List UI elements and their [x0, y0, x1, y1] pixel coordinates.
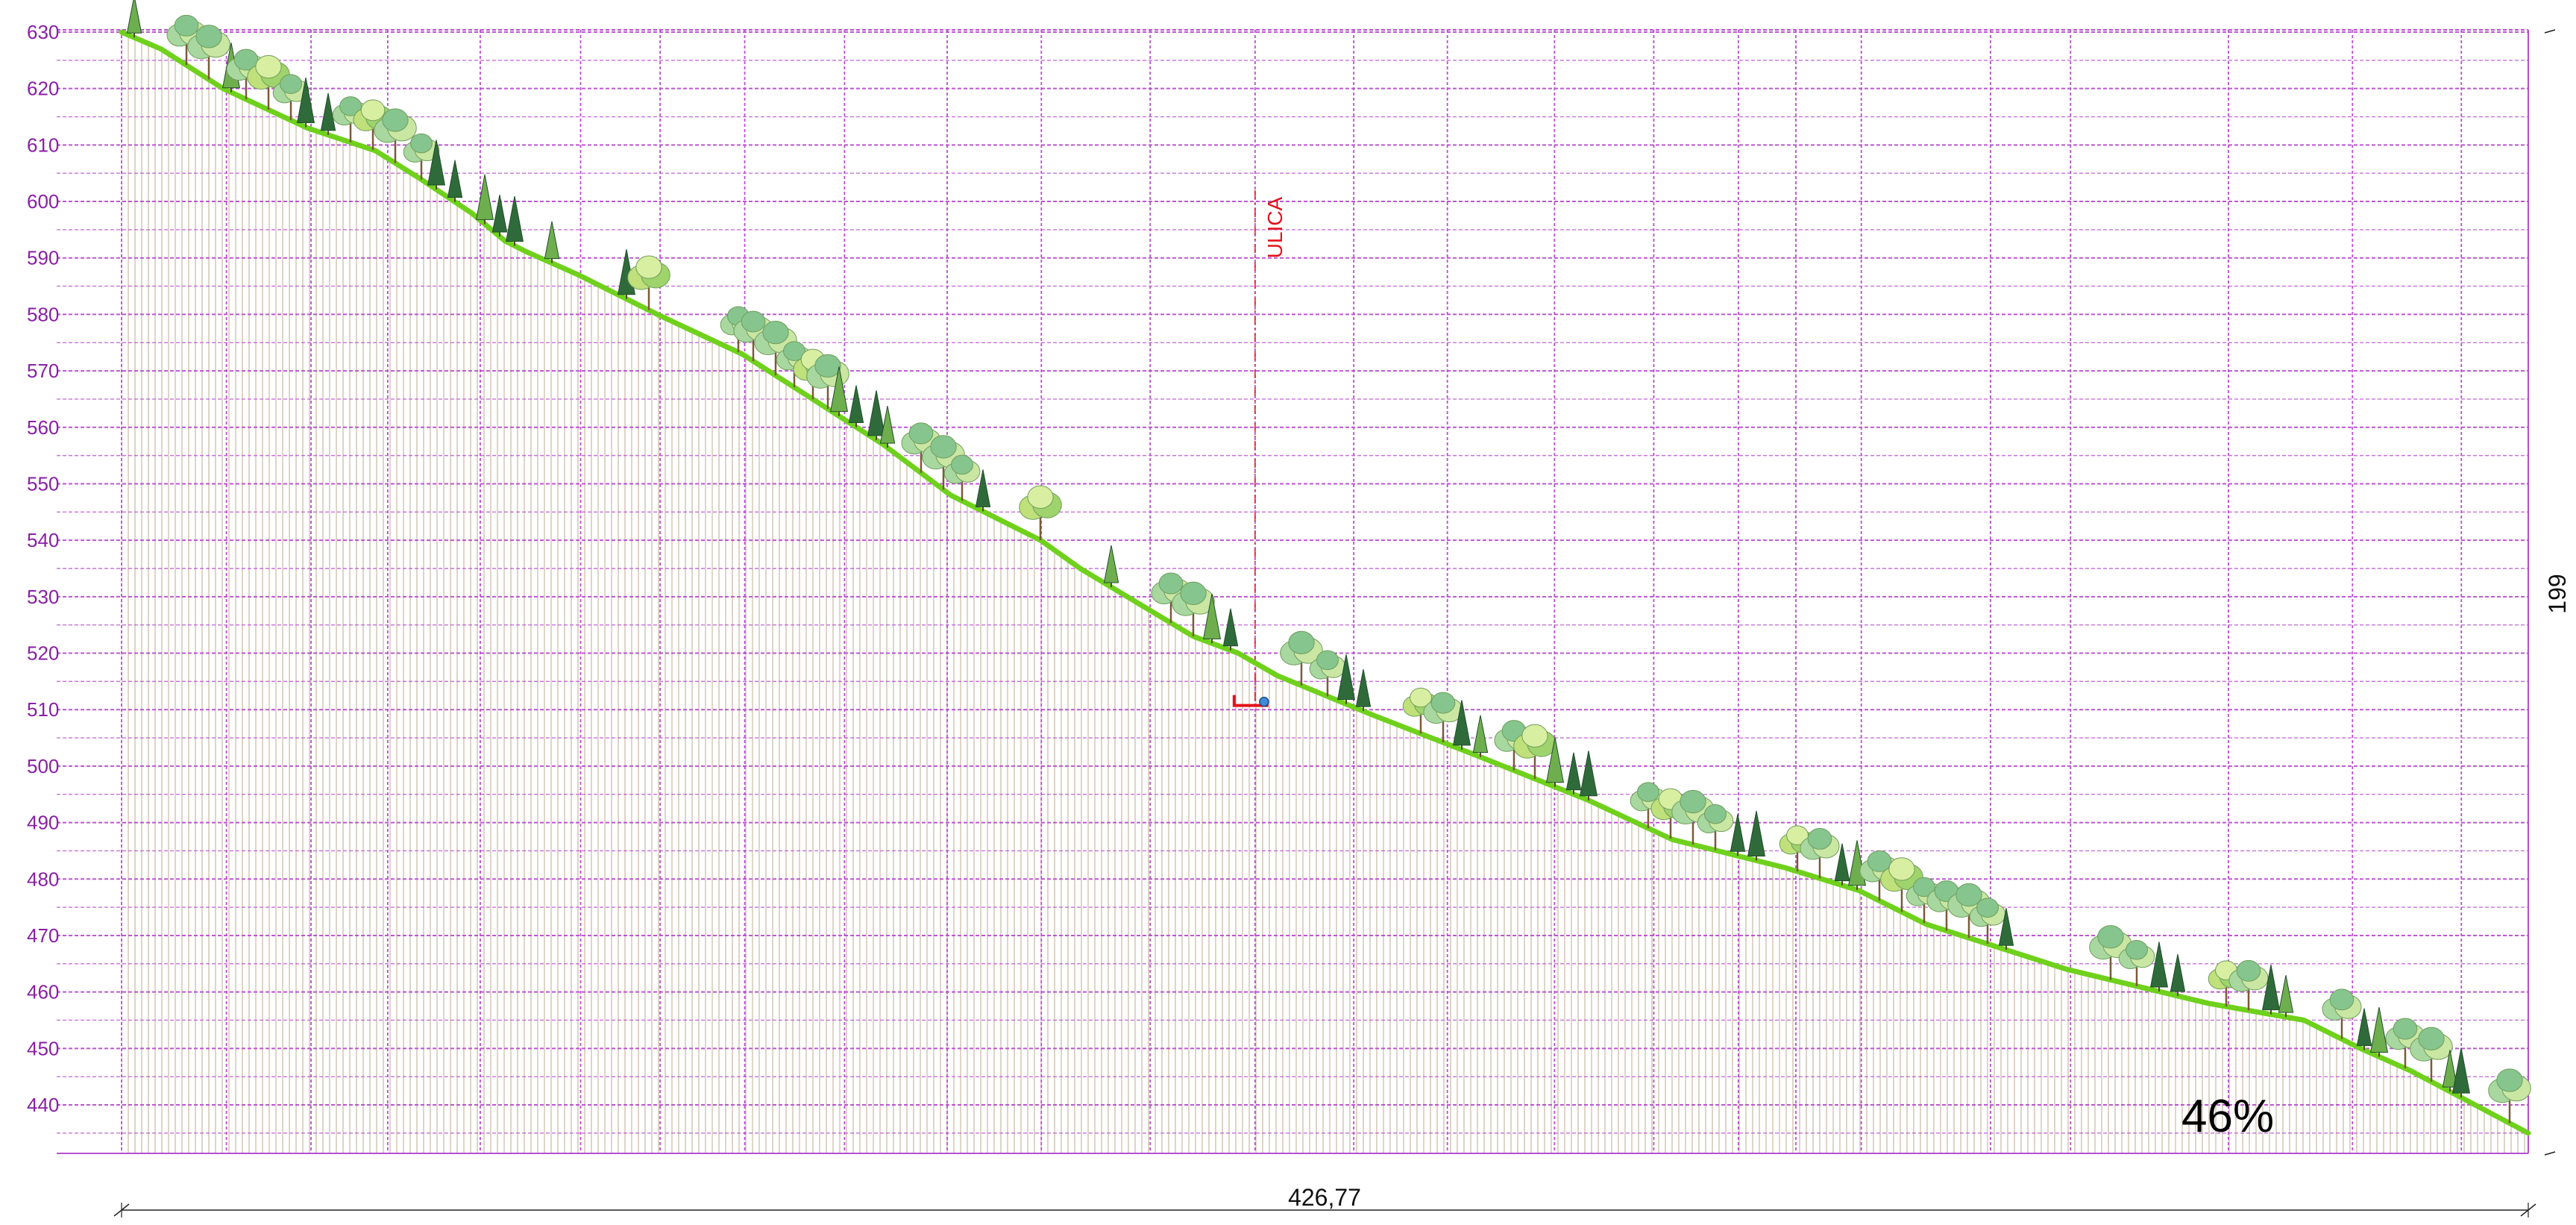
- street-point: [1259, 696, 1269, 707]
- conifer-tree-icon: [505, 195, 524, 246]
- deciduous-tree-icon: [353, 99, 393, 150]
- street-marker: [1232, 190, 1269, 707]
- grid: [57, 29, 2529, 1154]
- conifer-tree-icon: [1998, 908, 2014, 950]
- conifer-tree-icon: [544, 221, 560, 263]
- height-difference-label: 199: [2544, 574, 2571, 613]
- deciduous-tree-icon: [2488, 1068, 2531, 1124]
- y-tick-label: 450: [27, 1037, 59, 1059]
- conifer-tree-icon: [1336, 654, 1356, 704]
- dimension-lines: [113, 29, 2556, 1218]
- conifer-tree-icon: [2149, 942, 2169, 991]
- y-tick-label: 570: [27, 360, 59, 382]
- conifer-tree-icon: [1747, 810, 1766, 861]
- conifer-tree-icon: [491, 194, 508, 237]
- deciduous-tree-icon: [1513, 724, 1556, 779]
- deciduous-tree-icon: [374, 108, 417, 163]
- street-label: ULICA: [1263, 196, 1287, 258]
- y-tick-label: 580: [27, 303, 59, 325]
- deciduous-tree-icon: [1172, 581, 1215, 636]
- conifer-tree-icon: [1565, 752, 1582, 795]
- y-axis-ticks: 630 620 610 600 590 580 570 560 550 540 530 520 510 5…: [27, 21, 59, 1116]
- y-tick-label: 590: [27, 247, 59, 269]
- conifer-tree-icon: [1472, 715, 1489, 757]
- deciduous-tree-icon: [187, 25, 230, 80]
- y-tick-label: 560: [27, 416, 59, 439]
- y-tick-label: 460: [27, 981, 59, 1003]
- conifer-tree-icon: [848, 385, 864, 427]
- y-tick-label: 620: [27, 78, 59, 100]
- conifer-tree-icon: [867, 390, 886, 440]
- deciduous-tree-icon: [943, 454, 981, 501]
- conifer-tree-icon: [475, 174, 494, 225]
- height-dimension-tick: [2544, 1151, 2556, 1156]
- conifer-tree-icon: [1222, 608, 1239, 651]
- deciduous-tree-icon: [2118, 940, 2155, 986]
- y-tick-label: 550: [27, 472, 59, 495]
- deciduous-tree-icon: [1697, 803, 1734, 850]
- conifer-tree-icon: [427, 140, 446, 189]
- deciduous-tree-icon: [2322, 989, 2362, 1039]
- deciduous-tree-icon: [806, 354, 849, 410]
- y-tick-label: 630: [27, 21, 59, 43]
- deciduous-tree-icon: [1671, 789, 1715, 845]
- y-tick-label: 440: [27, 1094, 59, 1116]
- conifer-tree-icon: [829, 366, 849, 416]
- tree-symbols: [126, 0, 2531, 1124]
- conifer-tree-icon: [879, 406, 896, 448]
- conifer-tree-icon: [975, 469, 991, 512]
- conifer-tree-icon: [2356, 1008, 2372, 1050]
- y-tick-label: 510: [27, 698, 59, 721]
- deciduous-tree-icon: [1019, 485, 1062, 540]
- height-dimension-tick: [2544, 29, 2556, 34]
- conifer-tree-icon: [1202, 593, 1222, 644]
- conifer-tree-icon: [1834, 843, 1850, 886]
- deciduous-tree-icon: [272, 74, 310, 121]
- conifer-tree-icon: [2261, 965, 2281, 1015]
- y-tick-label: 610: [27, 134, 59, 156]
- slope-label: 46%: [2181, 1091, 2274, 1142]
- conifer-tree-icon: [2170, 953, 2186, 996]
- conifer-tree-icon: [2451, 1047, 2471, 1098]
- conifer-tree-icon: [1103, 545, 1119, 587]
- deciduous-tree-icon: [2385, 1018, 2425, 1069]
- conifer-tree-icon: [1579, 751, 1598, 801]
- deciduous-tree-icon: [754, 320, 797, 376]
- y-tick-label: 480: [27, 868, 59, 890]
- deciduous-tree-icon: [627, 255, 670, 310]
- conifer-tree-icon: [2278, 975, 2294, 1018]
- conifer-tree-icon: [2442, 1050, 2458, 1092]
- conifer-tree-icon: [1730, 814, 1746, 856]
- y-tick-label: 600: [27, 190, 59, 213]
- conifer-tree-icon: [1355, 669, 1372, 712]
- conifer-tree-icon: [126, 0, 142, 38]
- y-tick-label: 470: [27, 924, 59, 947]
- deciduous-tree-icon: [2228, 959, 2269, 1011]
- deciduous-tree-icon: [1800, 827, 1840, 879]
- conifer-tree-icon: [296, 77, 315, 128]
- y-tick-label: 530: [27, 586, 59, 608]
- y-tick-label: 540: [27, 529, 59, 551]
- conifer-tree-icon: [447, 160, 463, 202]
- deciduous-tree-icon: [2410, 1027, 2453, 1082]
- deciduous-tree-icon: [1309, 650, 1346, 697]
- conifer-tree-icon: [2369, 1006, 2389, 1057]
- y-tick-label: 520: [27, 642, 59, 665]
- conifer-tree-icon: [1545, 737, 1565, 787]
- deciduous-tree-icon: [1280, 630, 1323, 686]
- total-length-label: 426,77: [1288, 1184, 1361, 1211]
- conifer-tree-icon: [320, 93, 336, 135]
- y-tick-label: 490: [27, 812, 59, 834]
- street-cross-section: [1232, 695, 1269, 707]
- deciduous-tree-icon: [403, 133, 440, 180]
- y-tick-label: 500: [27, 755, 59, 777]
- conifer-tree-icon: [1452, 700, 1471, 750]
- ground-profile-line: [119, 29, 2531, 1136]
